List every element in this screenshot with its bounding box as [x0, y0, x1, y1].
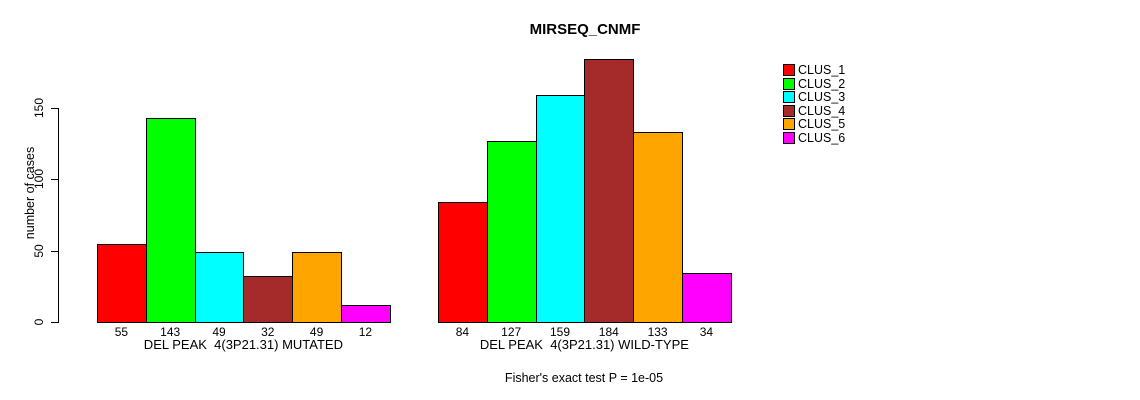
bar-value-label: 133 [647, 325, 668, 339]
bar-clus_3-group2 [535, 95, 586, 323]
y-tick [51, 250, 58, 252]
bar-value-label: 127 [501, 325, 522, 339]
bar-value-label: 184 [598, 325, 619, 339]
bar-value-label: 143 [160, 325, 181, 339]
y-axis-label: number of cases [23, 146, 37, 240]
bar-value-label: 55 [114, 325, 129, 339]
y-tick [51, 179, 58, 181]
bar-clus_6-group2 [682, 273, 732, 323]
bar-value-label: 84 [455, 325, 470, 339]
bar-value-label: 12 [358, 325, 373, 339]
bar-clus_6-group1 [341, 304, 391, 323]
bar-value-label: 49 [309, 325, 324, 339]
legend-swatch-clus_6 [783, 131, 795, 144]
bar-clus_4-group1 [243, 276, 294, 323]
bar-value-label: 49 [212, 325, 226, 339]
legend-label: CLUS_6 [798, 130, 846, 145]
chart-title: MIRSEQ_CNMF [529, 21, 641, 38]
bar-clus_5-group1 [292, 252, 342, 323]
bar-clus_3-group1 [194, 252, 245, 323]
group-label: DEL PEAK 4(3P21.31) WILD-TYPE [479, 337, 689, 352]
bar-clus_5-group2 [633, 132, 683, 323]
bar-clus_1-group1 [97, 243, 147, 323]
y-tick-label: 150 [32, 97, 46, 119]
y-tick [51, 108, 58, 109]
legend-swatch-clus_1 [783, 64, 795, 76]
y-tick-label: 50 [32, 243, 46, 258]
bar-value-label: 34 [699, 325, 714, 339]
bar-clus_2-group2 [486, 140, 537, 323]
bar-clus_1-group2 [438, 202, 488, 323]
legend-swatch-clus_3 [783, 91, 795, 103]
y-tick-label: 0 [32, 318, 46, 326]
bar-value-label: 159 [549, 325, 571, 339]
bar-value-label: 32 [261, 325, 275, 339]
legend-swatch-clus_2 [783, 77, 795, 90]
y-tick-label: 100 [32, 169, 46, 190]
legend-label: CLUS_1 [798, 63, 846, 77]
y-tick [51, 322, 58, 323]
group-label: DEL PEAK 4(3P21.31) MUTATED [143, 337, 343, 352]
legend-label: CLUS_5 [798, 117, 846, 131]
legend-label: CLUS_2 [798, 76, 846, 91]
legend-label: CLUS_3 [798, 90, 846, 104]
y-axis-line [58, 108, 59, 323]
bar-clus_4-group2 [584, 59, 635, 323]
legend-swatch-clus_5 [783, 118, 795, 130]
legend-label: CLUS_4 [798, 103, 846, 118]
bar-clus_2-group1 [145, 117, 196, 323]
legend-swatch-clus_4 [783, 104, 795, 117]
annotation-text: Fisher's exact test P = 1e-05 [504, 371, 664, 385]
